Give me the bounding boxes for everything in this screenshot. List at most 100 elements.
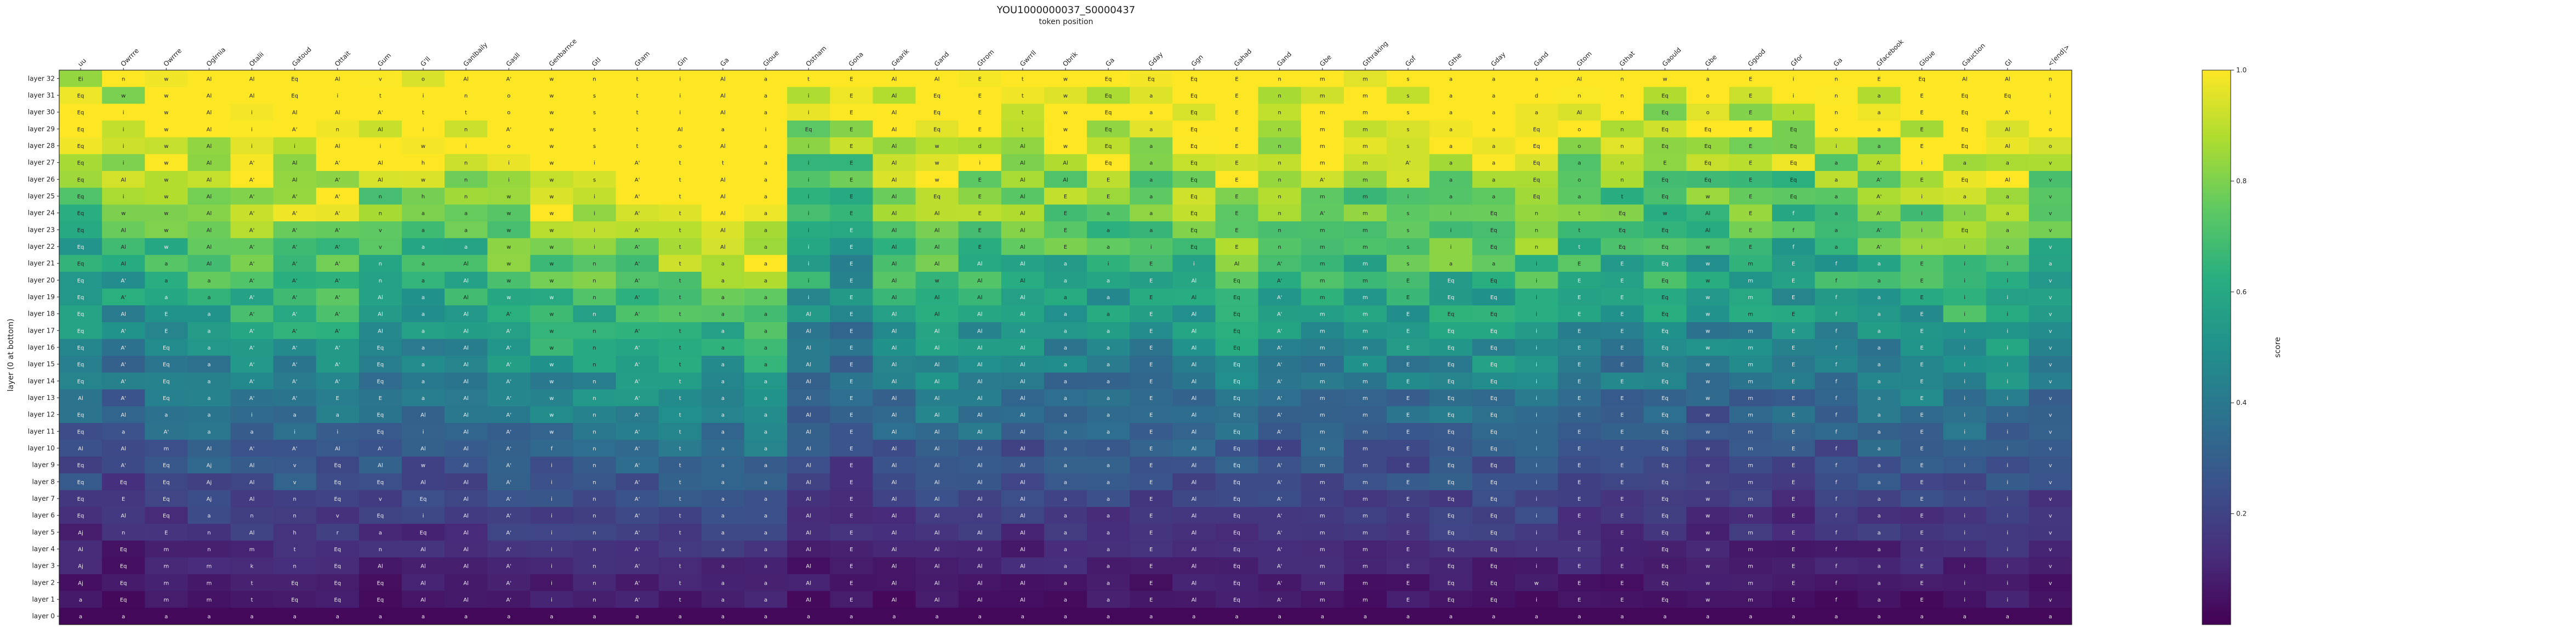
- heatmap-cell: [958, 423, 1002, 441]
- heatmap-cell: [1044, 406, 1087, 424]
- heatmap-cell: [1301, 204, 1344, 222]
- heatmap-cell: [1044, 305, 1087, 323]
- heatmap-cell: [573, 238, 617, 255]
- heatmap-cell-text: Eq: [1190, 194, 1198, 200]
- heatmap-cell: [358, 305, 402, 323]
- heatmap-cell: [915, 473, 959, 491]
- heatmap-cell-text: Al: [720, 93, 726, 99]
- heatmap-cell-text: a: [207, 345, 210, 351]
- heatmap-cell: [1729, 356, 1773, 373]
- heatmap-cell: [1215, 204, 1259, 222]
- heatmap-cell-text: i: [594, 244, 595, 250]
- heatmap-cell-text: Aj: [78, 580, 83, 586]
- heatmap-cell: [1943, 171, 1987, 188]
- heatmap-cell-text: i: [551, 496, 552, 502]
- heatmap-cell-text: m: [1363, 597, 1368, 603]
- heatmap-cell: [358, 104, 402, 121]
- heatmap-cell-text: i: [2007, 597, 2008, 603]
- heatmap-cell: [1686, 288, 1730, 306]
- heatmap-cell-text: Al: [1020, 513, 1025, 519]
- heatmap-cell-text: i: [1536, 597, 1537, 603]
- heatmap-cell: [1515, 439, 1558, 457]
- heatmap-cell-text: a: [1107, 413, 1110, 419]
- heatmap-cell-text: Eq: [1533, 144, 1540, 150]
- heatmap-cell-text: a: [1706, 76, 1709, 82]
- heatmap-cell: [1258, 557, 1302, 575]
- heatmap-cell: [1515, 490, 1558, 507]
- heatmap-cell: [1986, 187, 2030, 205]
- heatmap-cell: [1087, 87, 1130, 104]
- heatmap-cell: [915, 70, 959, 88]
- heatmap-cell: [1001, 507, 1045, 524]
- heatmap-cell: [1729, 406, 1773, 424]
- heatmap-cell-text: E: [850, 479, 853, 485]
- heatmap-cell-text: Al: [934, 496, 940, 502]
- heatmap-cell-text: w: [164, 76, 168, 82]
- heatmap-cell: [358, 557, 402, 575]
- heatmap-cell: [1001, 322, 1045, 340]
- heatmap-cell: [2028, 524, 2072, 541]
- heatmap-cell: [530, 406, 574, 424]
- heatmap-cell-text: E: [978, 93, 982, 99]
- heatmap-cell: [1815, 439, 1858, 457]
- heatmap-cell: [358, 339, 402, 356]
- heatmap-cell: [1643, 121, 1687, 138]
- heatmap-cell-text: a: [764, 413, 767, 419]
- heatmap-cell-text: i: [251, 110, 253, 116]
- heatmap-cell-text: Eq: [77, 161, 84, 167]
- heatmap-cell-text: E: [1920, 379, 1923, 385]
- heatmap-cell: [744, 87, 788, 104]
- heatmap-cell: [1386, 255, 1430, 272]
- heatmap-cell-text: E: [850, 362, 853, 368]
- heatmap-cell-text: Eq: [1233, 379, 1240, 385]
- heatmap-cell-text: w: [506, 227, 511, 233]
- heatmap-cell: [1044, 204, 1087, 222]
- heatmap-cell: [316, 87, 360, 104]
- heatmap-cell-text: Al: [378, 328, 383, 334]
- heatmap-cell-text: E: [1235, 211, 1238, 217]
- heatmap-cell: [1087, 490, 1130, 507]
- heatmap-cell: [1429, 288, 1473, 306]
- y-tick-label: layer 8: [32, 478, 55, 485]
- heatmap-cell: [1343, 406, 1387, 424]
- heatmap-cell: [701, 423, 745, 441]
- heatmap-cell: [487, 591, 531, 608]
- heatmap-cell: [102, 104, 145, 121]
- heatmap-cell-text: A': [1320, 211, 1325, 217]
- heatmap-cell: [1472, 154, 1515, 171]
- heatmap-cell-text: Al: [207, 161, 212, 167]
- heatmap-cell: [1857, 288, 1901, 306]
- heatmap-cell-text: A': [292, 295, 298, 301]
- heatmap-cell-text: w: [549, 261, 554, 267]
- heatmap-cell: [1643, 540, 1687, 558]
- heatmap-cell: [358, 322, 402, 340]
- heatmap-cell: [1900, 423, 1944, 441]
- heatmap-cell-text: i: [1407, 194, 1409, 200]
- heatmap-cell-text: Eq: [1190, 227, 1198, 233]
- heatmap-cell: [316, 70, 360, 88]
- heatmap-cell-text: f: [1836, 379, 1838, 385]
- heatmap-cell-text: a: [721, 413, 725, 419]
- heatmap-cell-text: i: [1964, 328, 1965, 334]
- y-tick-label: layer 21: [28, 260, 55, 267]
- heatmap-cell-text: w: [1706, 328, 1710, 334]
- heatmap-cell-text: Al: [892, 547, 897, 553]
- heatmap-cell: [873, 87, 916, 104]
- heatmap-cell: [102, 288, 145, 306]
- heatmap-cell-text: t: [636, 144, 639, 150]
- heatmap-cell: [787, 305, 830, 323]
- heatmap-cell-text: a: [764, 161, 767, 167]
- x-tick-label: Gasll: [505, 51, 522, 68]
- heatmap-cell: [615, 104, 659, 121]
- heatmap-cell-text: t: [679, 413, 681, 419]
- heatmap-cell-text: v: [2049, 312, 2052, 318]
- heatmap-cell-text: Eq: [1490, 463, 1497, 469]
- heatmap-cell-text: Eq: [1233, 597, 1240, 603]
- heatmap-cell: [59, 288, 102, 306]
- heatmap-cell: [615, 288, 659, 306]
- heatmap-cell: [1044, 137, 1087, 155]
- heatmap-cell-text: E: [1406, 496, 1410, 502]
- heatmap-cell-text: w: [164, 177, 168, 183]
- heatmap-cell-text: a: [1877, 479, 1880, 485]
- heatmap-cell-text: Al: [1020, 479, 1025, 485]
